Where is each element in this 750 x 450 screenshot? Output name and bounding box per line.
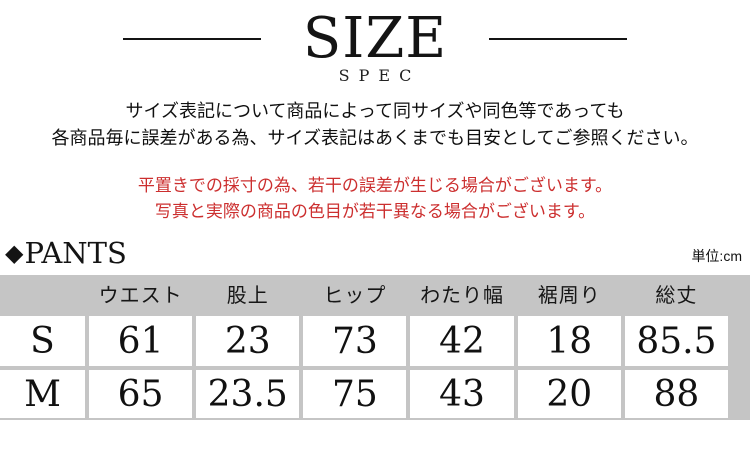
row-m-size-label: M — [0, 370, 85, 418]
title-rule-left — [122, 38, 261, 40]
row-m-thigh-width: 43 — [410, 370, 514, 418]
measurement-warning-line1: 平置きでの採寸の為、若干の誤差が生じる場合がございます。 — [137, 176, 613, 195]
measurement-warning: 平置きでの採寸の為、若干の誤差が生じる場合がございます。 写真と実際の商品の色目… — [0, 173, 750, 225]
section-header-row: ◆ PANTS 単位:cm — [0, 238, 750, 268]
col-header-waist: ウエスト — [89, 275, 193, 312]
col-header-total-length: 総丈 — [624, 275, 728, 312]
size-notice: サイズ表記について商品によって同サイズや同色等であっても 各商品毎に誤差がある為… — [0, 98, 750, 152]
row-s-hem: 18 — [517, 316, 621, 366]
diamond-icon: ◆ — [5, 239, 24, 267]
row-m-rise: 23.5 — [196, 370, 300, 418]
row-m-hip: 75 — [303, 370, 407, 418]
col-header-hip: ヒップ — [303, 275, 407, 312]
size-spec-table: ウエスト 股上 ヒップ わたり幅 裾周り 総丈 S 61 23 73 42 18… — [0, 275, 750, 420]
title-row: SIZE — [0, 0, 750, 69]
unit-label: 単位:cm — [691, 248, 742, 264]
size-notice-line1: サイズ表記について商品によって同サイズや同色等であっても — [125, 101, 625, 121]
row-m-total-length: 88 — [624, 370, 728, 418]
row-s-rise: 23 — [196, 316, 300, 366]
page-subtitle: SPEC — [338, 66, 421, 85]
col-header-rise: 股上 — [196, 275, 300, 312]
col-header-size — [0, 275, 85, 312]
row-s-size-label: S — [0, 316, 85, 366]
section-title: ◆ PANTS — [5, 238, 127, 268]
col-header-thigh-width: わたり幅 — [410, 275, 514, 312]
row-m-hem: 20 — [517, 370, 621, 418]
row-s-waist: 61 — [89, 316, 193, 366]
section-title-label: PANTS — [24, 236, 127, 270]
row-s-total-length: 85.5 — [624, 316, 728, 366]
col-header-hem: 裾周り — [517, 275, 621, 312]
row-s-thigh-width: 42 — [410, 316, 514, 366]
title-rule-right — [489, 38, 628, 40]
page-title: SIZE — [302, 6, 448, 71]
row-s-hip: 73 — [303, 316, 407, 366]
size-notice-line2: 各商品毎に誤差がある為、サイズ表記はあくまでも目安としてご参照ください。 — [51, 128, 699, 148]
measurement-warning-line2: 写真と実際の商品の色目が若干異なる場合がございます。 — [154, 202, 596, 221]
row-m-waist: 65 — [89, 370, 193, 418]
